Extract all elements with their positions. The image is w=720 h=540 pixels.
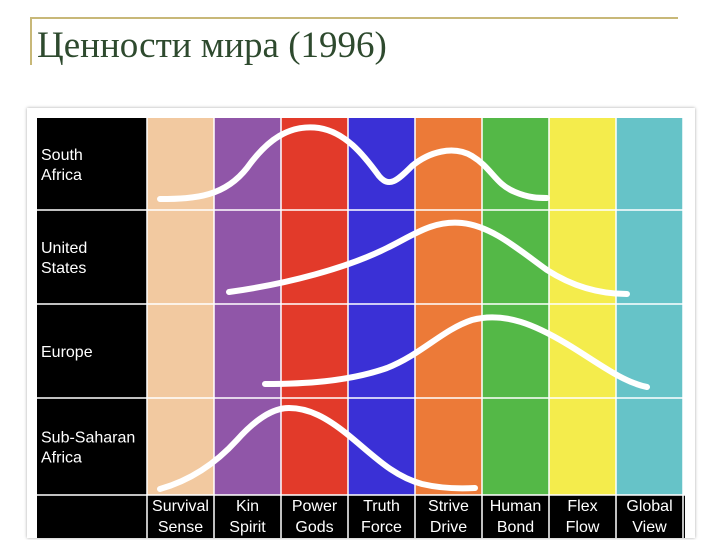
row-label-sub-saharan-africa-line: Africa bbox=[41, 450, 82, 467]
column-label-global-view-line: Global bbox=[626, 498, 672, 515]
column-label-truth-force-line: Force bbox=[361, 519, 402, 536]
column-label-survival-sense-line: Survival bbox=[152, 498, 209, 515]
row-label-united-states-line: States bbox=[41, 260, 86, 277]
column-label-kin-spirit-line: Kin bbox=[236, 498, 259, 515]
column-label-human-bond-line: Human bbox=[490, 498, 542, 515]
band-human-bond bbox=[482, 118, 549, 495]
column-label-strive-drive-line: Drive bbox=[430, 519, 467, 536]
row-label-europe-line: Europe bbox=[41, 344, 93, 361]
curve-south-africa bbox=[157, 124, 550, 202]
page-title: Ценности мира (1996) bbox=[37, 25, 387, 66]
column-label-human-bond-line: Bond bbox=[497, 519, 534, 536]
column-label-survival-sense-line: Sense bbox=[158, 519, 203, 536]
curve-united-states bbox=[226, 219, 630, 297]
row-label-south-africa-line: Africa bbox=[41, 167, 82, 184]
title-rule-left bbox=[30, 17, 32, 65]
row-label-sub-saharan-africa-line: Sub-Saharan bbox=[41, 430, 135, 447]
band-power-gods bbox=[281, 118, 348, 495]
column-label-power-gods-line: Power bbox=[292, 498, 338, 515]
column-label-background bbox=[37, 495, 685, 538]
row-label-background bbox=[37, 118, 147, 538]
column-label-flex-flow-line: Flow bbox=[566, 519, 600, 536]
band-kin-spirit bbox=[214, 118, 281, 495]
row-label-united-states-line: United bbox=[41, 240, 87, 257]
column-label-strive-drive-line: Strive bbox=[428, 498, 469, 515]
column-label-flex-flow-line: Flex bbox=[567, 498, 597, 515]
column-label-truth-force-line: Truth bbox=[363, 498, 400, 515]
row-label-south-africa-line: South bbox=[41, 147, 83, 164]
values-diagram-svg: South Africa United States Europe Sub-Saharan… bbox=[37, 118, 685, 538]
band-flex-flow bbox=[549, 118, 616, 495]
column-label-global-view-line: View bbox=[632, 519, 667, 536]
curve-sub-saharan-africa bbox=[157, 405, 478, 492]
title-rule-top bbox=[30, 17, 678, 19]
band-survival-sense bbox=[147, 118, 214, 495]
band-global-view bbox=[616, 118, 683, 495]
band-strive-drive bbox=[415, 118, 482, 495]
values-diagram: South Africa United States Europe Sub-Saharan… bbox=[27, 108, 695, 538]
curve-europe bbox=[262, 314, 650, 390]
column-label-kin-spirit-line: Spirit bbox=[229, 519, 266, 536]
column-label-power-gods-line: Gods bbox=[295, 519, 333, 536]
